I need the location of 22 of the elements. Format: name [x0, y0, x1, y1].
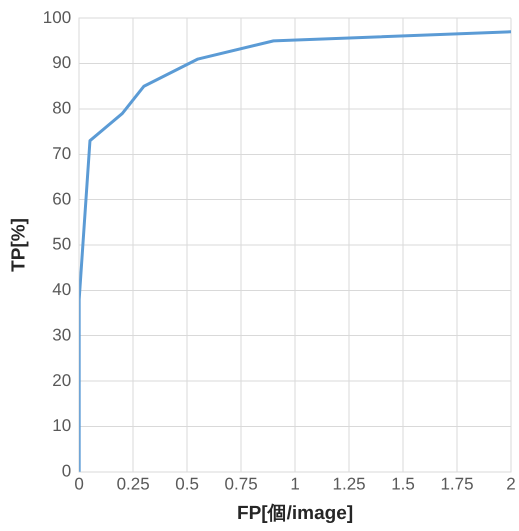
- x-tick-label: 1.5: [391, 474, 415, 494]
- y-tick-label: 20: [52, 370, 72, 390]
- y-tick-label: 30: [52, 325, 72, 344]
- x-tick-label: 2: [506, 474, 516, 494]
- y-tick-label: 90: [52, 53, 72, 72]
- x-tick-label: 1.25: [332, 474, 366, 494]
- x-tick-label: 1: [290, 474, 300, 494]
- y-tick-label: 80: [52, 98, 72, 118]
- y-tick-label: 100: [42, 8, 72, 27]
- y-tick-label: 40: [52, 280, 72, 300]
- x-tick-label: 0.25: [116, 474, 150, 494]
- x-tick-label: 0.75: [224, 474, 258, 494]
- x-tick-label: 1.75: [440, 474, 474, 494]
- y-axis-title: TP[%]: [8, 218, 30, 272]
- x-axis-title: FP[個/image]: [237, 502, 354, 524]
- y-tick-label: 50: [52, 234, 72, 254]
- y-tick-label: 70: [52, 144, 72, 163]
- y-tick-label: 0: [62, 461, 72, 480]
- x-tick-label: 0: [74, 474, 84, 494]
- y-tick-label: 10: [52, 416, 72, 436]
- y-tick-label: 60: [52, 189, 72, 208]
- x-tick-label: 0.5: [175, 474, 199, 494]
